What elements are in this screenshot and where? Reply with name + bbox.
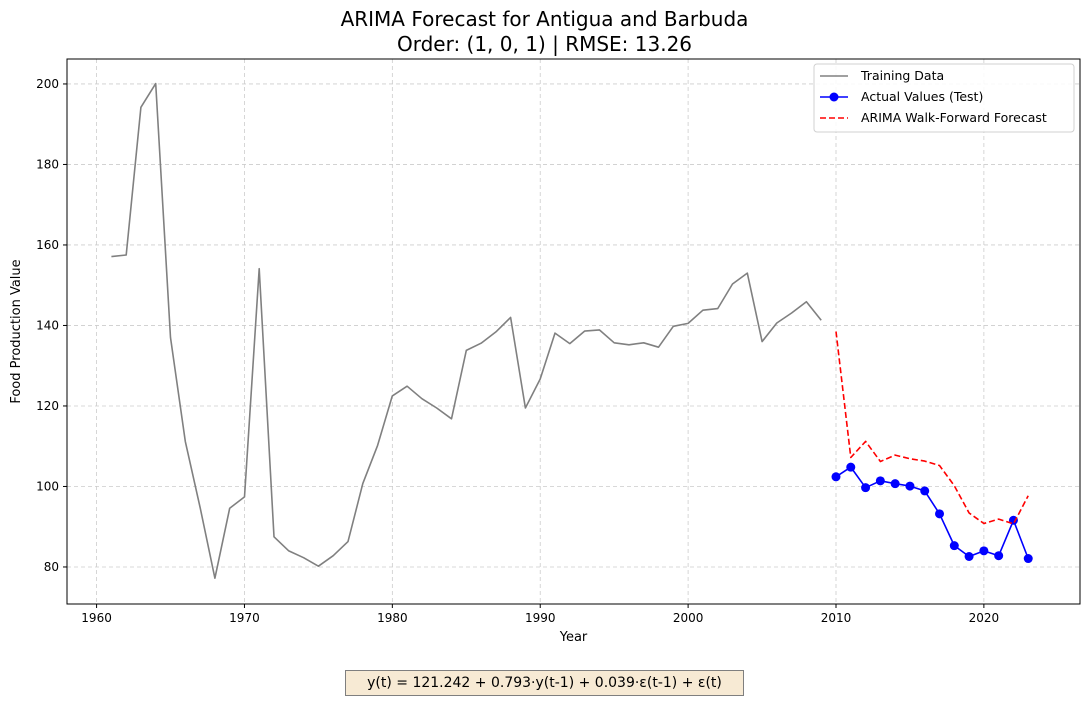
legend-box: [813, 63, 1075, 133]
x-tick-label: 1960: [81, 611, 112, 625]
series-point-1: [994, 551, 1004, 561]
series-point-1: [949, 541, 959, 551]
x-tick-label: 2000: [673, 611, 704, 625]
x-tick-label: 2010: [821, 611, 852, 625]
series-line-2: [835, 331, 1029, 525]
x-axis-label: Year: [559, 630, 588, 645]
grid-layer: [67, 59, 1080, 604]
x-tick-label: 1980: [377, 611, 408, 625]
y-tick-label: 80: [44, 560, 59, 574]
series-point-1: [831, 472, 841, 482]
y-tick-label: 100: [36, 479, 59, 493]
series-point-1: [979, 546, 989, 556]
x-tick-label: 1970: [229, 611, 260, 625]
legend-label-2: ARIMA Walk-Forward Forecast: [861, 110, 1047, 125]
x-tick-label: 1990: [525, 611, 556, 625]
series-point-1: [846, 462, 856, 472]
tick-layer: 1960 1970 1980 1990 2000 2010 2020 80 100 120 140 1…: [36, 77, 999, 625]
chart-title: ARIMA Forecast for Antigua and Barbuda: [340, 7, 749, 31]
x-tick-label: 2020: [969, 611, 1000, 625]
y-tick-label: 180: [36, 157, 59, 171]
y-axis-label: Food Production Value: [9, 259, 24, 403]
series-point-1: [920, 486, 930, 496]
legend-label-1: Actual Values (Test): [861, 89, 983, 104]
y-tick-label: 160: [36, 238, 59, 252]
legend: Training Data Actual Values (Test) ARIMA W…: [813, 63, 1075, 133]
series-point-1: [964, 552, 974, 562]
model-equation-box: y(t) = 121.242 + 0.793·y(t-1) + 0.039·ε(…: [345, 670, 744, 696]
y-tick-label: 200: [36, 77, 59, 91]
series-point-1: [875, 476, 885, 486]
series-point-1: [1023, 554, 1033, 564]
y-tick-label: 120: [36, 399, 59, 413]
series-line-1: [835, 466, 1029, 559]
chart-subtitle: Order: (1, 0, 1) | RMSE: 13.26: [396, 32, 693, 56]
plot-frame: [66, 58, 1081, 605]
series-point-1: [861, 483, 871, 493]
series-line-0: [111, 82, 822, 580]
y-tick-label: 140: [36, 318, 59, 332]
series-point-1: [905, 481, 915, 491]
series-point-1: [935, 509, 945, 519]
series-point-1: [890, 479, 900, 489]
legend-label-0: Training Data: [860, 68, 944, 83]
legend-marker-1: [829, 92, 839, 102]
series-layer: [111, 82, 1033, 580]
